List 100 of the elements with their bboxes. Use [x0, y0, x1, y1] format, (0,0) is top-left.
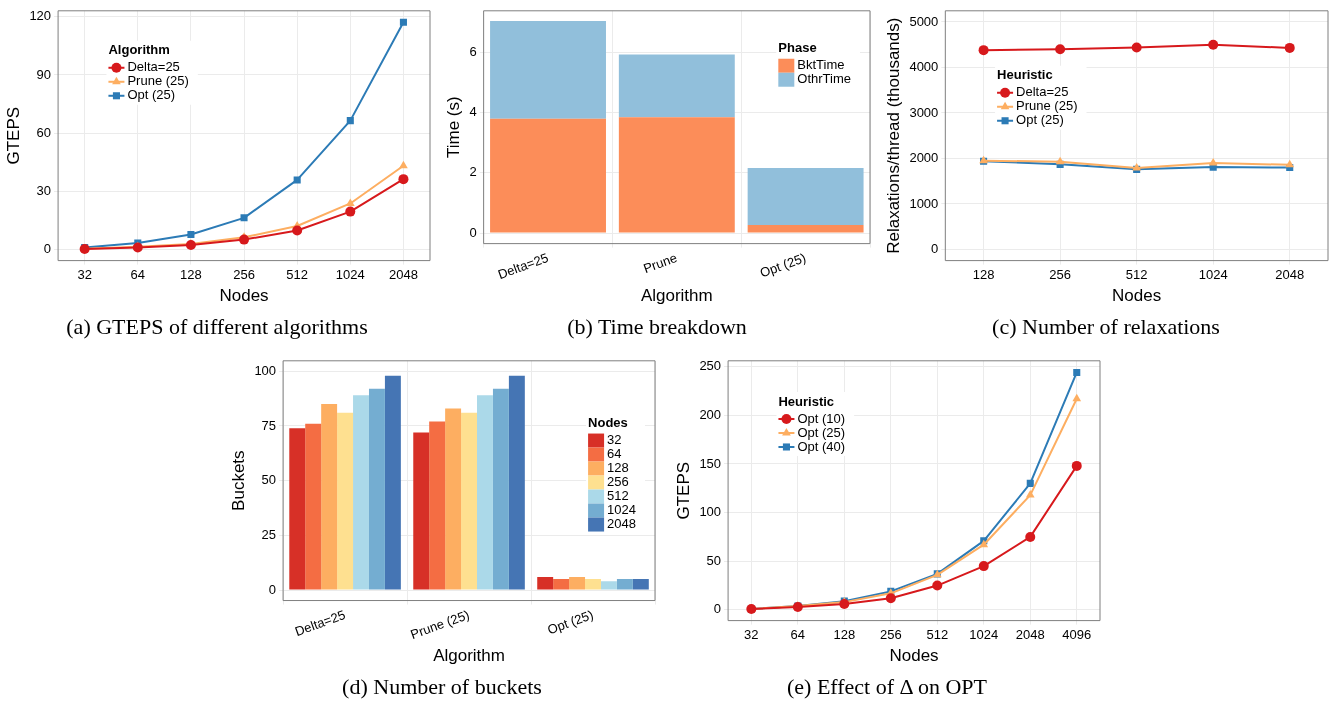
x-tick-label: 128	[180, 266, 202, 282]
legend-label: 128	[607, 460, 629, 476]
point	[239, 234, 250, 245]
point	[1208, 39, 1219, 50]
bar	[618, 117, 735, 233]
x-tick-label: 64	[130, 266, 146, 282]
bar	[747, 167, 864, 225]
point	[240, 214, 248, 222]
x-tick-label: 2048	[388, 266, 418, 282]
y-tick-label: 4	[469, 104, 477, 120]
bar	[305, 423, 322, 590]
point	[1131, 42, 1142, 53]
point	[1072, 393, 1082, 402]
point	[1055, 156, 1065, 165]
legend-label: 1024	[607, 502, 636, 518]
legend-title: Heuristic	[778, 393, 835, 409]
legend-label: BktTime	[797, 57, 845, 73]
legend-label: Opt (25)	[1016, 112, 1064, 128]
text: (e) Effect of Δ on OPT	[786, 673, 988, 699]
bar	[585, 579, 601, 590]
y-tick-label: 2000	[909, 150, 939, 166]
point	[1285, 159, 1295, 168]
y-axis-title: Time (s)	[443, 96, 463, 159]
x-tick-label: 512	[1125, 266, 1148, 282]
point	[346, 117, 354, 125]
text: (c) Number of relaxations	[992, 313, 1220, 339]
text: (b) Time breakdown	[567, 313, 747, 339]
point	[978, 561, 989, 572]
bar	[384, 375, 401, 590]
bar	[477, 395, 493, 590]
legend-label: Prune (25)	[1016, 98, 1078, 114]
y-axis-title: Relaxations/thread (thousands)	[883, 17, 903, 254]
x-tick-label: 1024	[969, 626, 999, 642]
legend-label: 256	[607, 474, 629, 490]
legend-label: Opt (10)	[797, 410, 846, 426]
y-tick-label: 30	[36, 183, 52, 199]
point	[1208, 158, 1218, 166]
x-tick-label: 1024	[335, 266, 365, 282]
y-axis-title: GTEPS	[673, 461, 693, 520]
y-tick-label: 6	[469, 43, 477, 59]
point	[399, 160, 408, 169]
y-tick-label: 75	[261, 417, 277, 433]
x-tick-label: 2048	[1015, 626, 1045, 642]
bar	[368, 388, 385, 590]
x-tick-label: 256	[879, 626, 902, 642]
x-axis-title: Nodes	[219, 286, 269, 306]
bar	[289, 428, 306, 590]
legend-label: Delta=25	[1016, 84, 1069, 100]
x-axis-title: Algorithm	[640, 286, 713, 306]
x-tick-label: 2048	[1275, 266, 1305, 282]
bar	[337, 412, 354, 590]
y-tick-label: 1000	[909, 195, 939, 211]
y-tick-label: 0	[713, 601, 722, 617]
y-tick-label: 0	[931, 241, 939, 257]
legend-title: Phase	[778, 40, 817, 56]
bar	[445, 408, 462, 590]
x-tick-label: 1024	[1198, 266, 1228, 282]
point	[978, 45, 989, 56]
legend-label: 64	[607, 446, 622, 462]
y-tick-label: 0	[268, 581, 277, 597]
bar	[632, 579, 649, 590]
legend-label: 512	[607, 488, 629, 504]
point	[1025, 490, 1035, 498]
point	[399, 18, 407, 26]
text: (a) GTEPS of different algorithms	[66, 313, 368, 339]
y-tick-label: 2	[469, 164, 477, 180]
bar	[353, 395, 369, 590]
y-axis-title: Buckets	[228, 450, 248, 511]
bar	[490, 118, 606, 233]
y-tick-label: 50	[261, 472, 277, 488]
legend-label: Prune (25)	[127, 73, 189, 89]
bar	[600, 581, 617, 590]
point	[839, 599, 850, 610]
bar	[618, 54, 735, 118]
x-axis-title: Nodes	[889, 646, 939, 666]
x-tick-label: 512	[926, 626, 949, 642]
y-tick-label: 0	[43, 241, 52, 257]
x-tick-label: 256	[1049, 266, 1071, 282]
x-tick-label: 4096	[1062, 626, 1092, 642]
legend-title: Nodes	[588, 415, 628, 431]
x-tick-label: Prune (25)	[408, 606, 472, 643]
legend-title: Algorithm	[108, 42, 170, 58]
legend-label: 32	[607, 432, 622, 448]
point	[398, 174, 409, 185]
y-tick-label: 60	[36, 124, 52, 140]
x-tick-label: 256	[233, 266, 255, 282]
x-tick-label: Prune	[641, 250, 680, 276]
legend-label: 2048	[607, 516, 636, 532]
y-tick-label: 120	[29, 8, 52, 24]
text: (d) Number of buckets	[342, 673, 542, 699]
y-tick-label: 150	[699, 455, 722, 471]
bar	[321, 404, 338, 590]
point	[1055, 44, 1066, 55]
y-tick-label: 250	[699, 358, 722, 374]
point	[885, 593, 896, 604]
y-tick-label: 100	[254, 362, 277, 378]
x-tick-label: 512	[286, 266, 309, 282]
y-tick-label: 5000	[909, 13, 939, 29]
point	[932, 580, 943, 591]
x-tick-label: 128	[972, 266, 995, 282]
